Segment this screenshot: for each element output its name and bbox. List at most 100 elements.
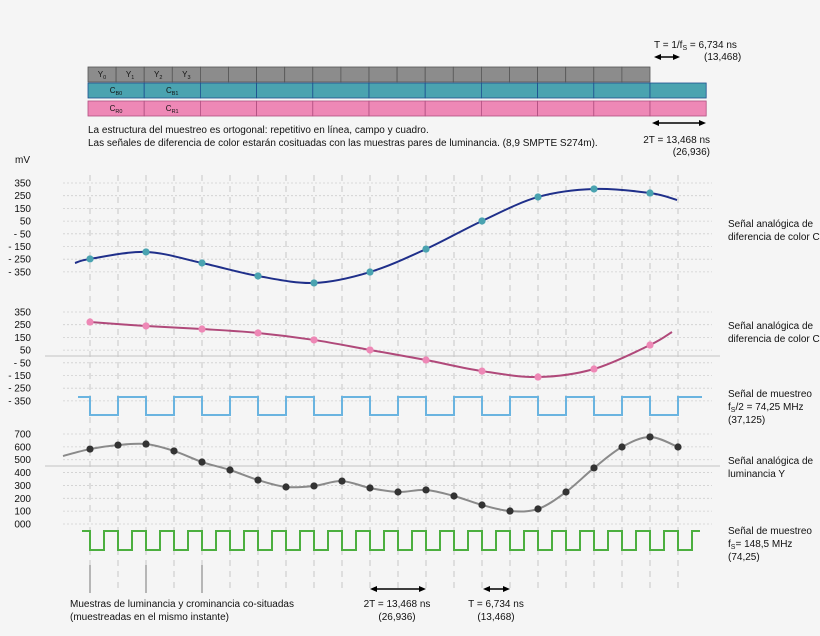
two-t-arrow-shape — [652, 120, 706, 126]
cr-tick-label: - 150 — [8, 371, 31, 382]
bottom-t-arrow — [483, 586, 510, 592]
cr-sample-cell — [312, 100, 370, 117]
y-sample-point — [366, 484, 374, 492]
cb-sample-cell — [424, 82, 482, 99]
y-tick-label: 400 — [14, 468, 31, 479]
cb-sample-cell — [537, 82, 595, 99]
cr-sample-point — [478, 367, 486, 375]
two-t-paren: (26,936) — [673, 147, 710, 158]
cr-sample-cell — [256, 100, 314, 117]
cr-sample-point — [534, 373, 542, 381]
sample-structure-bars: Y0 Y1 Y2 Y3 CB0 CB1 CR0 CR1 — [87, 66, 707, 117]
cb-tick-label: - 50 — [14, 229, 32, 240]
y-sample-point — [310, 482, 318, 490]
y-sample-cell — [452, 66, 482, 83]
clk-half-label-1: Señal de muestreo — [728, 389, 812, 400]
bottom-t-paren: (13,468) — [477, 612, 514, 623]
y-sample-cell — [256, 66, 286, 83]
cb-curve — [74, 187, 678, 284]
cb-tick-label: - 350 — [8, 267, 31, 278]
cr-sample-cell — [368, 100, 426, 117]
y-sample-point — [170, 447, 178, 455]
y-sample-point — [646, 433, 654, 441]
two-t-label: 2T = 13,468 ns — [643, 135, 710, 146]
y-sample-point — [198, 458, 206, 466]
clk-full-label-2: fS= 148,5 MHz — [728, 539, 792, 551]
bottom-two-t-arrow — [370, 586, 426, 592]
cb-sample-cell — [312, 82, 370, 99]
y-tick-label: 300 — [14, 481, 31, 492]
cb-tick-label: 350 — [14, 179, 31, 190]
y-sample-point — [590, 464, 598, 472]
cr-sample-point — [86, 318, 94, 326]
arrow-head-left — [370, 586, 377, 592]
y-label-2: luminancia Y — [728, 469, 785, 480]
y-tick-label: 600 — [14, 442, 31, 453]
cr-sample-point — [254, 329, 262, 337]
cb-cell-label: CB0 — [110, 86, 123, 97]
y-sample-cell — [368, 66, 398, 83]
y-cell-label: Y1 — [126, 70, 134, 81]
cr-sample-point — [590, 365, 598, 373]
note-orthogonal: La estructura del muestreo es ortogonal:… — [88, 125, 429, 136]
arrow-head-right — [673, 54, 680, 60]
arrow-head-right — [419, 586, 426, 592]
label-clk-full: Señal de muestreo fS= 148,5 MHz (74,25) — [728, 526, 812, 563]
y-sample-cell — [312, 66, 342, 83]
cb-sample-point — [590, 185, 598, 193]
y-sample-point — [86, 445, 94, 453]
cr-sample-cell — [424, 100, 482, 117]
y-sample-cell — [565, 66, 595, 83]
cr-cell-label: CR1 — [166, 104, 179, 115]
cb-sample-cell — [593, 82, 651, 99]
cb-label-1: Señal analógica de — [728, 219, 814, 230]
cr-label-2: diferencia de color CR — [728, 334, 820, 346]
y-sample-cell — [340, 66, 370, 83]
cr-tick-label: 250 — [14, 320, 31, 331]
cb-sample-point — [310, 279, 318, 287]
cb-cell-label: CB1 — [166, 86, 179, 97]
cb-sample-cell — [256, 82, 314, 99]
y-sample-point — [674, 443, 682, 451]
signals — [62, 185, 702, 551]
cb-tick-label: - 150 — [8, 242, 31, 253]
cr-sample-point — [310, 336, 318, 344]
cr-tick-label: 50 — [20, 346, 32, 357]
y-sample-cell — [509, 66, 539, 83]
cb-sample-cell — [368, 82, 426, 99]
cb-sample-cell — [480, 82, 538, 99]
y-sample-point — [450, 492, 458, 500]
cr-tick-label: 350 — [14, 308, 31, 319]
y-cell-label: Y2 — [154, 70, 162, 81]
cb-sample-cell — [649, 82, 707, 99]
grid — [45, 175, 720, 590]
cr-sample-cell — [199, 100, 257, 117]
cb-tick-label: 150 — [14, 204, 31, 215]
cr-label-1: Señal analógica de — [728, 321, 814, 332]
period-arrow-shape — [654, 54, 680, 60]
y-sample-cell — [480, 66, 510, 83]
cr-sample-point — [198, 325, 206, 333]
y-sample-point — [226, 466, 234, 474]
cb-tick-label: 50 — [20, 217, 32, 228]
bottom-two-t-label: 2T = 13,468 ns — [364, 599, 431, 610]
y-tick-label: 500 — [14, 455, 31, 466]
cb-sample-point — [366, 268, 374, 276]
y-cell-label: Y3 — [182, 70, 190, 81]
y-sample-point — [254, 476, 262, 484]
cr-sample-cell — [480, 100, 538, 117]
clk-full-label-1: Señal de muestreo — [728, 526, 812, 537]
y-cell-label: Y0 — [98, 70, 106, 81]
y-sample-cell — [228, 66, 258, 83]
y-sample-cell — [537, 66, 567, 83]
bottom-t-label: T = 6,734 ns — [468, 599, 524, 610]
cr-sample-point — [422, 356, 430, 364]
arrow-head-right — [699, 120, 706, 126]
unit-label: mV — [15, 155, 30, 166]
y-tick-label: 700 — [14, 430, 31, 441]
cr-cell-label: CR0 — [110, 104, 123, 115]
bottom-arrows — [89, 565, 510, 593]
top-period-annotation: T = 1/fS = 6,734 ns (13,468) — [654, 40, 741, 63]
